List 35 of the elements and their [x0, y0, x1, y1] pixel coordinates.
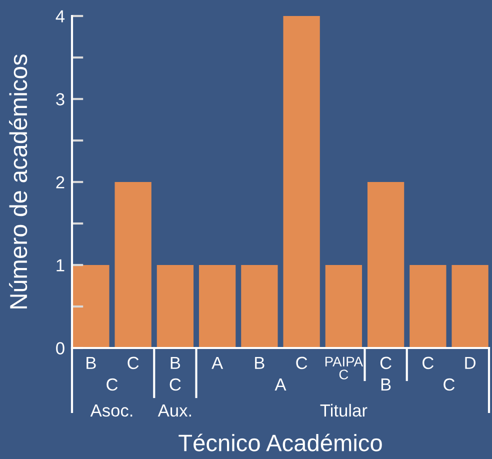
text: C — [170, 378, 181, 391]
text: A — [274, 378, 286, 390]
x-tick-label: C — [128, 356, 139, 370]
x-tick-label: B — [170, 356, 180, 369]
bar — [241, 265, 278, 348]
x-tick-label: B — [86, 356, 96, 369]
text: Aux. — [158, 404, 191, 417]
text: C — [444, 378, 455, 391]
bar — [410, 265, 446, 348]
bar — [156, 265, 194, 348]
bar — [452, 265, 488, 348]
x-tick-label: B — [255, 356, 264, 369]
text: Asoc. — [90, 404, 132, 417]
x-tick-label: C — [296, 356, 308, 370]
y-tick-label: 2 — [56, 176, 64, 188]
x-tick-label: PAIPA C — [325, 356, 364, 380]
x-tick-label: A — [212, 356, 224, 369]
x-axis-title: Técnico Académico — [178, 434, 382, 452]
bar — [367, 182, 404, 348]
text: B — [381, 378, 391, 390]
bar — [283, 16, 320, 348]
x-tick-label: C — [380, 356, 392, 370]
bar — [198, 265, 236, 348]
y-tick-label: 3 — [56, 93, 64, 106]
bar — [325, 265, 362, 348]
text: Titular — [320, 404, 368, 417]
y-tick-label: 1 — [56, 259, 64, 272]
text: C — [106, 378, 118, 391]
y-tick-label: 4 — [56, 10, 65, 22]
y-tick-label: 0 — [56, 342, 64, 354]
x-tick-label: C — [422, 356, 434, 370]
bar — [114, 182, 152, 348]
x-tick-label: D — [465, 356, 476, 369]
y-axis-title: Número de académicos — [9, 54, 28, 308]
bar — [72, 265, 110, 348]
